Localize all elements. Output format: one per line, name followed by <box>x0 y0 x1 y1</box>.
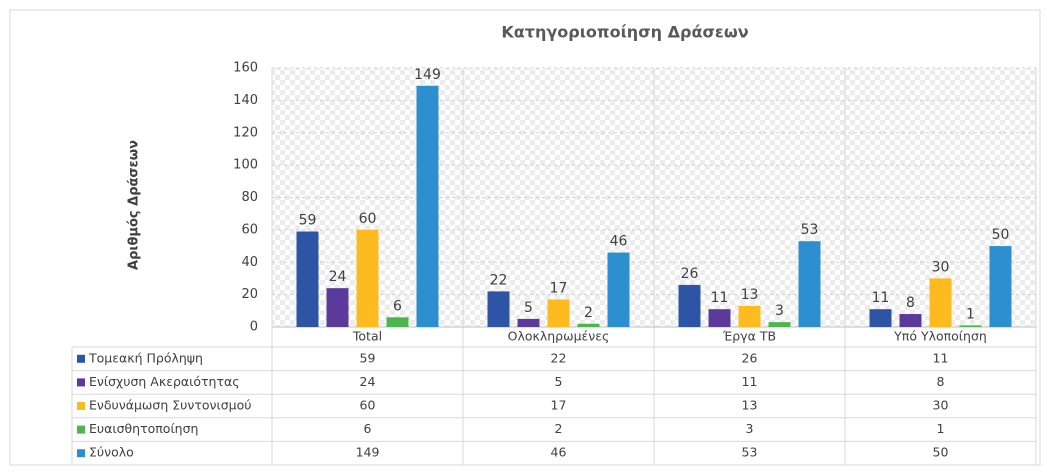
table-cell: 13 <box>742 398 758 413</box>
y-tick-label: 80 <box>241 190 258 205</box>
legend-label: Σύνολο <box>89 445 134 460</box>
data-label: 3 <box>775 303 784 319</box>
table-cell: 60 <box>360 398 376 413</box>
data-label: 2 <box>584 305 593 321</box>
legend-label: Ευαισθητοποίηση <box>89 421 198 436</box>
bar <box>326 288 349 327</box>
y-tick-label: 140 <box>233 93 258 108</box>
legend-key <box>77 402 85 410</box>
legend-label: Τομεακή Πρόληψη <box>88 350 203 365</box>
table-cell: 50 <box>933 445 949 460</box>
legend-key <box>77 354 85 363</box>
table-cell: 11 <box>933 350 949 365</box>
table-cell: 6 <box>364 421 372 436</box>
y-tick-label: 0 <box>250 320 258 335</box>
bar <box>547 299 570 327</box>
y-tick-label: 160 <box>233 61 258 76</box>
bar <box>577 323 600 327</box>
data-label: 24 <box>329 269 347 285</box>
data-label: 11 <box>872 290 890 306</box>
data-label: 11 <box>711 290 729 306</box>
table-cell: 11 <box>742 374 758 389</box>
data-label: 53 <box>801 222 819 238</box>
table-cell: 53 <box>742 445 758 460</box>
bar <box>768 322 791 327</box>
table-cell: 8 <box>937 374 945 389</box>
y-tick-label: 100 <box>233 158 258 173</box>
table-cell: 26 <box>742 350 758 365</box>
table-cell: 46 <box>551 445 567 460</box>
data-label: 50 <box>992 227 1010 243</box>
data-label: 13 <box>741 287 759 303</box>
table-cell: 2 <box>555 421 563 436</box>
table-cell: 17 <box>551 398 567 413</box>
data-label: 22 <box>490 272 508 288</box>
data-label: 26 <box>681 266 699 282</box>
table-cell: 30 <box>933 398 949 413</box>
x-tick-label: Ολοκληρωμένες <box>508 329 610 344</box>
data-label: 1 <box>966 306 975 322</box>
legend-key <box>77 378 85 387</box>
bar <box>416 85 439 328</box>
data-label: 8 <box>906 295 915 311</box>
bar <box>356 229 379 327</box>
bar <box>989 246 1012 327</box>
data-label: 6 <box>393 298 402 314</box>
data-label: 59 <box>299 212 317 228</box>
data-label: 149 <box>414 67 441 83</box>
x-tick-label: Έργα ΤΒ <box>722 329 776 344</box>
chart-title: Κατηγοριοποίηση Δράσεων <box>501 23 748 42</box>
bar <box>386 317 409 327</box>
data-label: 46 <box>610 234 628 250</box>
legend-label: Ενδυνάμωση Συντονισμού <box>89 398 251 413</box>
data-label: 17 <box>550 280 568 296</box>
bar <box>708 309 731 327</box>
legend-key <box>77 449 85 458</box>
bar <box>487 291 510 327</box>
table-cell: 3 <box>746 421 754 436</box>
data-label: 60 <box>359 211 377 227</box>
y-tick-label: 120 <box>233 125 258 140</box>
y-axis-label: Αριθμός Δράσεων <box>127 140 142 270</box>
table-cell: 24 <box>360 374 376 389</box>
bar <box>899 314 922 327</box>
table-cell: 5 <box>555 374 563 389</box>
bar <box>607 252 630 327</box>
bar <box>296 231 319 327</box>
data-label: 30 <box>932 259 950 275</box>
x-tick-label: Υπό Υλοποίηση <box>893 329 987 344</box>
legend-label: Ενίσχυση Ακεραιότητας <box>89 374 240 389</box>
y-tick-label: 20 <box>241 287 258 302</box>
y-tick-label: 40 <box>241 255 258 270</box>
table-cell: 1 <box>937 421 945 436</box>
bar <box>869 309 892 327</box>
bar <box>798 241 821 327</box>
table-cell: 22 <box>551 350 567 365</box>
y-tick-label: 60 <box>241 222 258 237</box>
bar <box>738 305 761 327</box>
bar <box>929 278 952 327</box>
bar <box>959 325 982 327</box>
x-tick-label: Total <box>352 329 382 344</box>
bar <box>517 318 540 327</box>
table-cell: 59 <box>360 350 376 365</box>
table-cell: 149 <box>356 445 380 460</box>
legend-key <box>77 425 85 434</box>
bar <box>678 284 701 327</box>
data-label: 5 <box>524 300 533 316</box>
